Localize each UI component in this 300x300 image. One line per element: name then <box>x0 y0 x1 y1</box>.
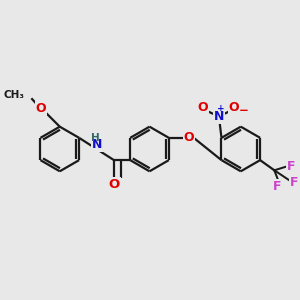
Text: F: F <box>287 160 296 173</box>
Text: O: O <box>36 102 46 116</box>
Text: O: O <box>197 101 208 114</box>
Text: F: F <box>290 176 298 189</box>
Text: F: F <box>273 180 282 193</box>
Text: +: + <box>217 104 225 113</box>
Text: N: N <box>92 138 103 152</box>
Text: −: − <box>238 104 248 117</box>
Text: H: H <box>91 133 100 143</box>
Text: O: O <box>229 101 239 114</box>
Text: O: O <box>184 131 194 144</box>
Text: CH₃: CH₃ <box>4 90 25 100</box>
Text: N: N <box>214 110 224 123</box>
Text: O: O <box>108 178 120 191</box>
